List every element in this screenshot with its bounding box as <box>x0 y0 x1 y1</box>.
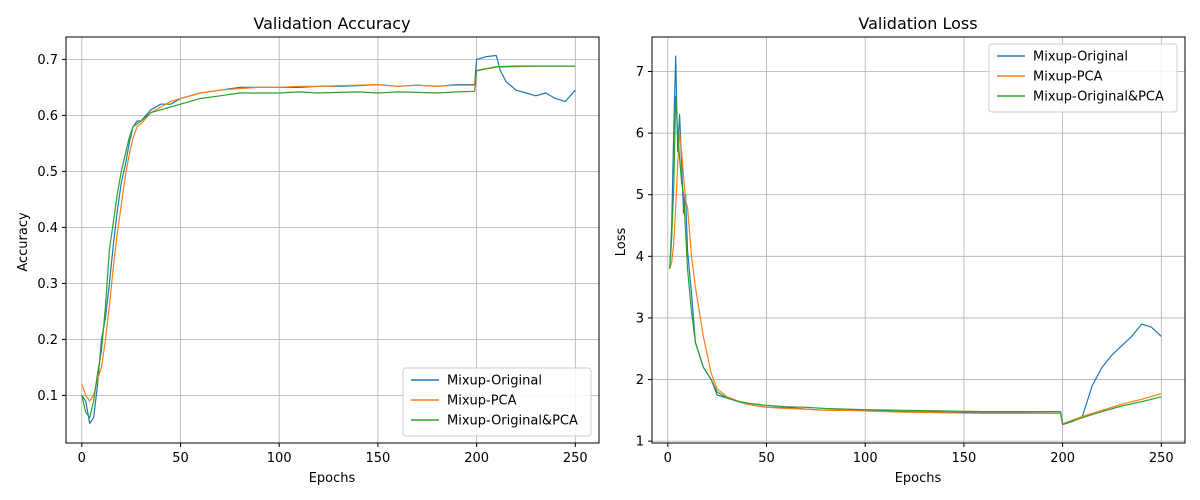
x-tick-label: 50 <box>758 451 775 466</box>
loss-axes-frame <box>651 36 1186 444</box>
accuracy-ylabel: Accuracy <box>16 212 31 272</box>
legend-label: Mixup-Original&PCA <box>1033 90 1164 105</box>
x-tick-label: 0 <box>78 451 86 466</box>
y-tick-label: 6 <box>636 127 644 142</box>
y-tick-label: 0.4 <box>37 221 58 236</box>
y-tick-label: 2 <box>636 373 644 388</box>
y-tick-label: 4 <box>636 250 644 265</box>
x-tick-label: 100 <box>267 451 292 466</box>
y-tick-label: 0.3 <box>37 277 58 292</box>
y-tick-label: 0.1 <box>37 389 58 404</box>
loss-grid <box>652 37 1185 443</box>
series-line-mixup-original-pca <box>81 65 576 419</box>
accuracy-grid <box>66 37 599 443</box>
legend-label: Mixup-Original <box>1033 50 1128 65</box>
x-tick-label: 50 <box>172 451 189 466</box>
y-tick-label: 0.2 <box>37 333 58 348</box>
accuracy-lines <box>81 54 576 424</box>
x-tick-label: 150 <box>365 451 390 466</box>
series-line-mixup-pca <box>81 65 576 402</box>
series-line-mixup-original-pca <box>669 95 1162 426</box>
series-line-mixup-pca <box>669 132 1162 425</box>
loss-title: Validation Loss <box>858 14 977 33</box>
legend-box <box>988 43 1178 113</box>
accuracy-title: Validation Accuracy <box>253 14 410 33</box>
loss-chart: Validation Loss Epochs Loss 0 50 100 150 200… <box>614 14 1186 486</box>
accuracy-legend: Mixup-Original Mixup-PCA Mixup-Original&PC… <box>402 367 592 437</box>
x-tick-label: 0 <box>664 451 672 466</box>
y-tick-label: 1 <box>636 435 644 450</box>
x-tick-label: 200 <box>1050 451 1075 466</box>
y-tick-label: 7 <box>636 65 644 80</box>
y-tick-label: 3 <box>636 311 644 326</box>
y-tick-label: 5 <box>636 188 644 203</box>
loss-lines <box>669 55 1162 426</box>
loss-ylabel: Loss <box>614 228 629 257</box>
legend-box <box>402 367 592 437</box>
loss-ticks: 0 50 100 150 200 250 1 2 3 4 5 6 7 <box>636 65 1174 466</box>
y-tick-label: 0.6 <box>37 109 58 124</box>
accuracy-xlabel: Epochs <box>309 471 356 486</box>
legend-label: Mixup-Original&PCA <box>447 414 578 429</box>
y-tick-label: 0.5 <box>37 165 58 180</box>
accuracy-chart: Validation Accuracy Epochs Accuracy 0 50 1… <box>16 14 600 486</box>
accuracy-axes-frame <box>65 36 600 444</box>
x-tick-label: 250 <box>563 451 588 466</box>
accuracy-ticks: 0 50 100 150 200 250 0.1 0.2 0.3 0.4 0.5 0.6 0.7 <box>37 53 587 466</box>
legend-label: Mixup-PCA <box>447 394 517 409</box>
x-tick-label: 200 <box>464 451 489 466</box>
legend-label: Mixup-Original <box>447 374 542 389</box>
legend-label: Mixup-PCA <box>1033 70 1103 85</box>
x-tick-label: 250 <box>1149 451 1174 466</box>
loss-xlabel: Epochs <box>895 471 942 486</box>
y-tick-label: 0.7 <box>37 53 58 68</box>
loss-legend: Mixup-Original Mixup-PCA Mixup-Original&PC… <box>988 43 1178 113</box>
x-tick-label: 150 <box>951 451 976 466</box>
x-tick-label: 100 <box>853 451 878 466</box>
